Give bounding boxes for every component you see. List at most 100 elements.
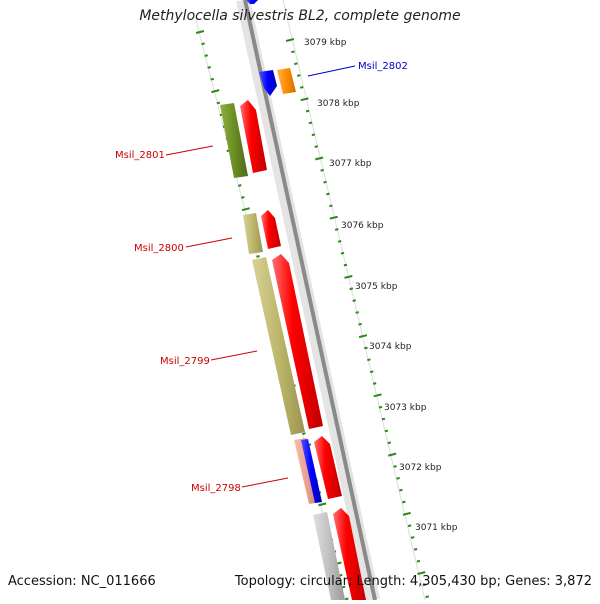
gene-red-feature-4[interactable]	[314, 436, 342, 499]
minor-tick	[393, 465, 397, 468]
kbp-label: 3071 kbp	[415, 523, 458, 533]
minor-tick	[422, 583, 427, 587]
minor-tick	[352, 299, 357, 302]
major-tick	[300, 97, 309, 102]
callout-line-msil-2800	[185, 237, 233, 248]
minor-tick	[410, 536, 415, 539]
gene-orange-feature[interactable]	[277, 68, 296, 94]
minor-tick	[302, 432, 306, 435]
kbp-label: 3073 kbp	[384, 403, 427, 413]
gene-label-msil-2801[interactable]: Msil_2801	[115, 150, 165, 161]
minor-tick	[240, 196, 245, 199]
minor-tick	[407, 524, 412, 528]
minor-tick	[323, 180, 327, 184]
gene-msil-2800[interactable]	[243, 213, 263, 254]
topology-value: Topology: circular; Length: 4,305,430 bp…	[234, 574, 592, 589]
gene-red-feature-5[interactable]	[333, 508, 366, 600]
minor-tick	[237, 184, 242, 187]
minor-tick	[341, 585, 346, 589]
minor-tick	[305, 109, 310, 113]
gene-grey-feature[interactable]	[313, 512, 345, 600]
gene-msil-2802[interactable]	[259, 70, 277, 96]
minor-tick	[320, 168, 324, 172]
minor-tick	[358, 322, 362, 326]
callout-line-msil-2799	[210, 350, 258, 361]
kbp-label: 3072 kbp	[399, 463, 442, 473]
gene-features	[220, 0, 366, 600]
accession-text: Accession: NC_011666	[8, 574, 156, 589]
major-tick	[318, 502, 327, 507]
major-tick	[329, 215, 338, 220]
minor-tick	[381, 417, 386, 421]
callout-line-msil-2801	[165, 145, 214, 156]
gene-red-feature-3[interactable]	[272, 254, 323, 429]
minor-tick	[367, 358, 371, 362]
kbp-axis: 3079 kbp 3078 kbp 3077 kbp 3076 kbp 3075…	[304, 38, 458, 533]
minor-tick	[349, 287, 354, 291]
minor-tick	[344, 597, 349, 601]
minor-tick	[291, 50, 295, 54]
major-tick	[195, 30, 205, 34]
kbp-label: 3078 kbp	[317, 99, 360, 109]
gene-red-feature-2[interactable]	[261, 210, 281, 249]
gene-blue-feature-stripe[interactable]	[301, 439, 322, 503]
minor-tick	[416, 559, 421, 563]
minor-tick	[216, 101, 221, 105]
gene-feature-partial-top[interactable]	[246, 0, 258, 4]
minor-tick	[299, 86, 304, 89]
gene-callouts: Msil_2802 Msil_2801 Msil_2800 Msil_2799 …	[115, 61, 408, 494]
minor-tick	[329, 204, 333, 208]
genome-backbone	[195, 0, 426, 602]
minor-tick	[355, 311, 359, 314]
minor-tick	[413, 548, 418, 551]
major-tick	[241, 207, 250, 212]
minor-tick	[334, 228, 339, 231]
minor-tick	[207, 66, 211, 69]
kbp-label: 3075 kbp	[355, 282, 398, 292]
callout-line-msil-2802	[307, 65, 356, 77]
genome-title: Methylocella silvestris BL2, complete ge…	[139, 8, 461, 24]
major-tick	[402, 511, 411, 516]
gene-msil-2799[interactable]	[252, 257, 305, 435]
major-tick	[358, 334, 368, 339]
minor-tick	[372, 382, 377, 385]
kbp-label: 3076 kbp	[341, 221, 384, 231]
minor-tick	[369, 370, 374, 374]
major-tick	[285, 38, 295, 42]
kbp-label: 3079 kbp	[304, 38, 347, 48]
major-tick	[417, 571, 426, 575]
minor-tick	[308, 121, 313, 125]
backbone-line	[243, 0, 377, 601]
minor-tick	[201, 42, 205, 46]
gene-label-msil-2798[interactable]: Msil_2798	[191, 483, 241, 494]
minor-tick	[402, 500, 406, 504]
minor-tick	[396, 476, 400, 480]
outer-tick-track	[285, 38, 430, 599]
kbp-label: 3074 kbp	[369, 342, 412, 352]
gene-msil-2801[interactable]	[220, 103, 248, 178]
minor-tick	[425, 595, 430, 599]
minor-tick	[340, 251, 345, 255]
minor-tick	[378, 405, 383, 409]
minor-tick	[343, 263, 348, 267]
major-tick	[315, 156, 324, 161]
major-tick	[211, 89, 220, 94]
minor-tick	[294, 62, 298, 66]
minor-tick	[399, 488, 403, 492]
topology-text: Topology: circular; Length: 4,305,430 bp…	[235, 574, 592, 589]
minor-tick	[364, 346, 368, 350]
gene-label-msil-2799[interactable]: Msil_2799	[160, 356, 210, 367]
kbp-label: 3077 kbp	[329, 159, 372, 169]
gene-red-feature-1[interactable]	[240, 100, 267, 173]
minor-tick	[326, 192, 330, 196]
gene-label-msil-2800[interactable]: Msil_2800	[134, 243, 184, 254]
minor-tick	[296, 74, 301, 77]
minor-tick	[384, 429, 389, 433]
major-tick	[373, 393, 382, 398]
minor-tick	[311, 133, 316, 137]
gene-label-msil-2802[interactable]: Msil_2802	[358, 61, 408, 72]
minor-tick	[337, 240, 342, 243]
minor-tick	[387, 441, 392, 445]
